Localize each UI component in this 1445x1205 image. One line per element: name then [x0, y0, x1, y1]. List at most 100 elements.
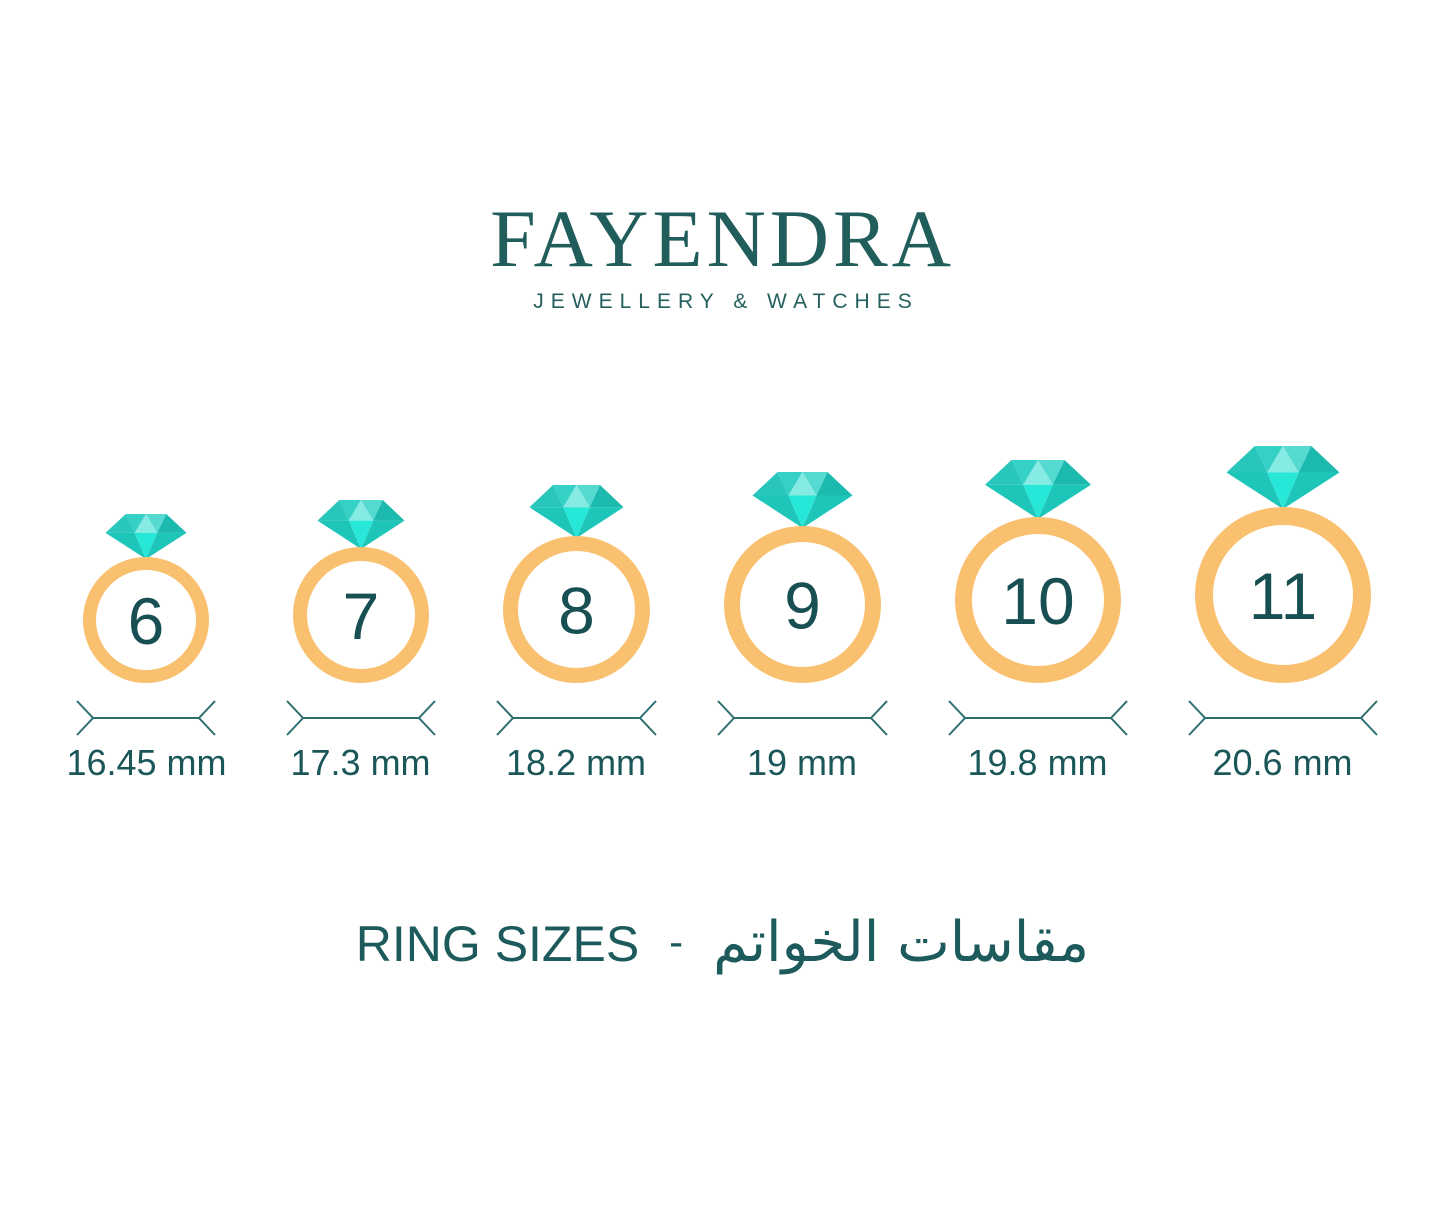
ring-band: [502, 536, 650, 683]
diameter-measure: [1187, 700, 1378, 736]
diamond-facet: [1011, 460, 1038, 485]
diamond-facet: [816, 472, 853, 496]
ring-icon: 7: [292, 500, 429, 683]
ring-icon: 6: [83, 514, 210, 683]
ring-band: [292, 547, 429, 683]
diamond-facet: [752, 472, 789, 496]
ring-size-number: 6: [128, 584, 165, 658]
ring-icon: 8: [502, 485, 650, 683]
diamond-icon: [317, 500, 405, 549]
diamond-facet: [552, 485, 577, 508]
ring-size-number: 8: [558, 573, 595, 647]
diamond-facet: [157, 514, 187, 533]
diamond-facet: [146, 532, 187, 559]
diamond-facet: [372, 500, 405, 521]
ring-size-number: 7: [342, 579, 379, 653]
ring-icon: 9: [723, 472, 881, 683]
ring-item-8: 8 18.2 mm: [495, 485, 658, 784]
diamond-facet: [348, 520, 373, 549]
diamond-facet: [802, 472, 828, 496]
diamond-facet: [1052, 460, 1091, 485]
diameter-label: 19.8 mm: [967, 742, 1108, 783]
diameter-label: 19 mm: [747, 742, 858, 783]
diamond-facet: [146, 514, 167, 533]
diameter-measure: [716, 700, 888, 736]
diamond-facet: [1226, 472, 1283, 509]
left-chevron-icon: [495, 700, 514, 736]
right-chevron-icon: [869, 700, 888, 736]
diamond-icon: [105, 514, 187, 559]
right-chevron-icon: [1109, 700, 1128, 736]
caption-arabic: مقاسات الخواتم: [713, 910, 1090, 975]
diamond-facet: [589, 485, 624, 508]
diamond-icon: [1226, 446, 1340, 509]
caption: RING SIZES - مقاسات الخواتم: [0, 910, 1445, 975]
left-chevron-icon: [716, 700, 735, 736]
brand-logo: FAYENDRA: [490, 193, 955, 284]
diamond-facet: [1254, 446, 1283, 473]
ring-item-10: 10 19.8 mm: [947, 460, 1129, 784]
diameter-label: 18.2 mm: [506, 742, 647, 783]
ring-item-6: 6 16.45 mm: [66, 514, 227, 784]
diamond-facet: [317, 500, 349, 521]
diamond-facet: [348, 500, 373, 521]
ring-band: [954, 517, 1121, 683]
right-chevron-icon: [417, 700, 436, 736]
diamond-facet: [105, 532, 147, 559]
ring-size-number: 11: [1248, 559, 1317, 633]
left-chevron-icon: [947, 700, 966, 736]
diamond-facet: [105, 514, 136, 533]
left-chevron-icon: [1187, 700, 1206, 736]
ring-item-9: 9 19 mm: [716, 472, 889, 784]
diamond-facet: [1266, 472, 1299, 509]
left-chevron-icon: [76, 700, 95, 736]
diamond-facet: [1022, 484, 1053, 519]
diamond-icon: [752, 472, 853, 528]
brand-header: FAYENDRA JEWELLERY & WATCHES: [0, 0, 1445, 314]
diamond-facet: [135, 532, 158, 559]
right-chevron-icon: [1359, 700, 1378, 736]
diamond-facet: [562, 485, 590, 508]
ring-band: [723, 526, 881, 683]
diamond-facet: [984, 460, 1023, 485]
ring-band: [83, 557, 210, 683]
diamond-facet: [360, 500, 383, 521]
diamond-facet: [562, 507, 590, 538]
diamond-facet: [1226, 446, 1267, 473]
diamond-facet: [1266, 446, 1299, 473]
ring-item-11: 11 20.6 mm: [1187, 446, 1379, 784]
diamond-facet: [788, 472, 817, 496]
ring-size-row: 6 16.45 mm 7 17.3 mm 8 18.2 mm 9 19 mm 10 19.8 mm…: [0, 446, 1445, 784]
diamond-facet: [576, 485, 600, 508]
diamond-facet: [135, 514, 158, 533]
ring-icon: 10: [954, 460, 1121, 683]
diamond-facet: [788, 495, 817, 528]
diamond-facet: [1298, 446, 1340, 473]
ring-band: [1194, 507, 1371, 683]
diamond-facet: [802, 495, 853, 528]
caption-separator: -: [669, 918, 684, 965]
diamond-facet: [752, 495, 803, 528]
diameter-measure: [76, 700, 217, 736]
ring-item-7: 7 17.3 mm: [285, 500, 437, 784]
diamond-facet: [529, 485, 563, 508]
ring-size-number: 9: [784, 568, 821, 642]
diamond-facet: [1282, 446, 1311, 473]
diameter-measure: [285, 700, 436, 736]
caption-ring-sizes: RING SIZES: [355, 916, 640, 972]
diamond-facet: [338, 500, 361, 521]
ring-size-number: 10: [1001, 564, 1074, 638]
diameter-measure: [495, 700, 657, 736]
diameter-label: 16.45 mm: [66, 742, 227, 783]
diamond-facet: [126, 514, 147, 533]
right-chevron-icon: [198, 700, 217, 736]
diamond-icon: [984, 460, 1091, 519]
diameter-measure: [947, 700, 1128, 736]
ring-icon: 11: [1194, 446, 1371, 683]
diamond-facet: [777, 472, 803, 496]
brand-tagline: JEWELLERY & WATCHES: [533, 290, 919, 313]
diamond-facet: [1282, 472, 1340, 509]
right-chevron-icon: [638, 700, 657, 736]
diamond-icon: [529, 485, 624, 538]
